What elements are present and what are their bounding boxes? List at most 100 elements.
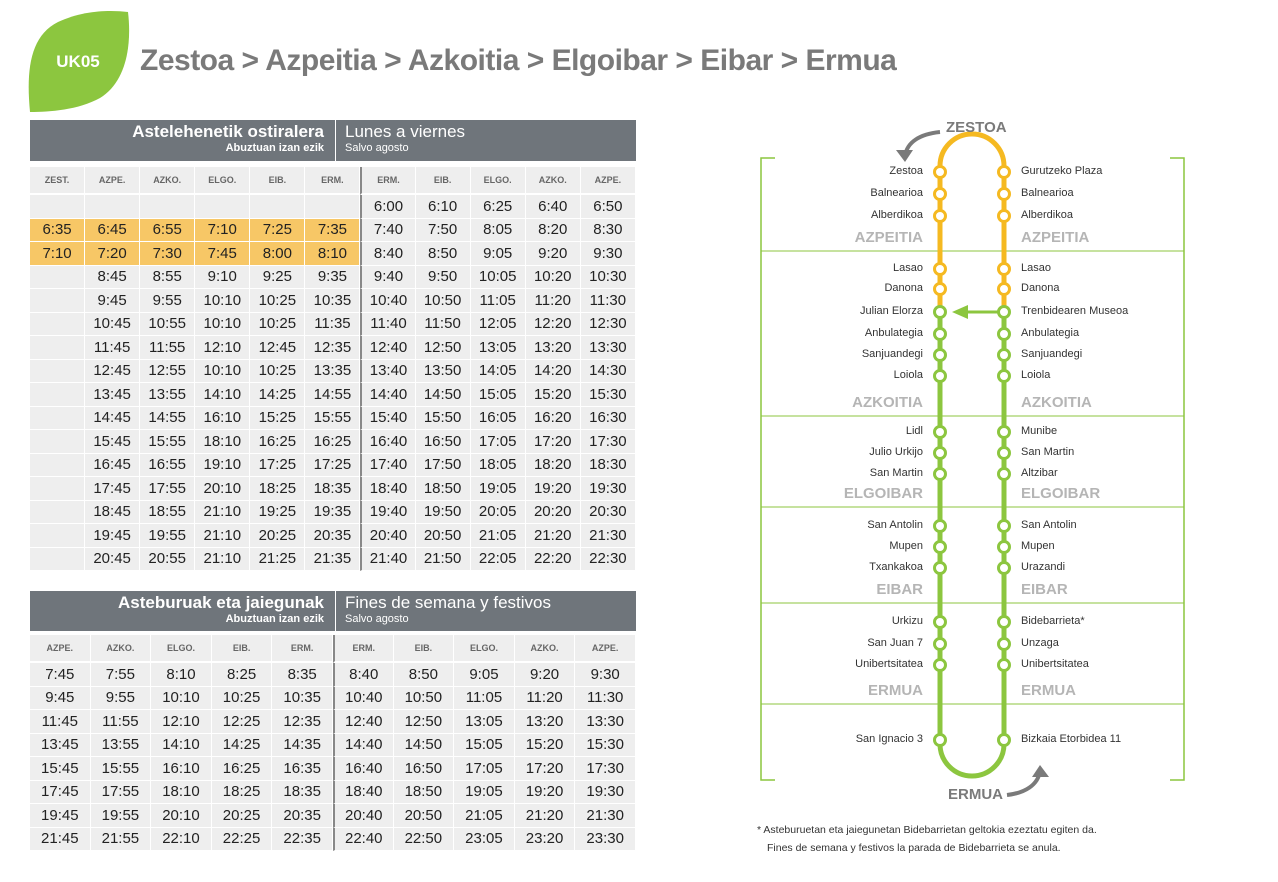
time-cell: 16:40 — [360, 430, 416, 454]
route-start-label: ZESTOA — [946, 119, 1007, 136]
time-cell: 6:50 — [580, 195, 636, 219]
time-cell: 13:40 — [360, 359, 416, 383]
time-cell: 21:30 — [575, 804, 636, 828]
column-header: AZKO. — [90, 635, 152, 663]
time-cell: 14:10 — [151, 733, 212, 757]
route-end-label: ERMUA — [948, 786, 1003, 803]
time-cell — [30, 265, 86, 289]
time-cell: 13:05 — [470, 336, 526, 360]
stop-marker — [933, 425, 947, 439]
time-cell: 20:40 — [332, 804, 394, 828]
time-cell: 22:40 — [332, 827, 394, 851]
time-cell: 20:05 — [470, 500, 526, 524]
stop-marker — [997, 446, 1011, 460]
time-cell — [30, 383, 86, 407]
time-cell: 12:45 — [85, 359, 141, 383]
table-row: 14:45 14:55 16:10 15:25 15:55 15:40 15:50 16:05… — [30, 406, 636, 430]
time-cell: 17:20 — [525, 430, 581, 454]
time-cell: 15:20 — [514, 733, 576, 757]
time-cell: 20:55 — [140, 547, 196, 571]
time-cell: 17:25 — [250, 453, 306, 477]
time-cell: 11:35 — [305, 312, 361, 336]
stop-marker — [997, 467, 1011, 481]
column-header: ERM. — [332, 635, 394, 663]
town-label: EIBAR — [876, 581, 923, 598]
stop-marker — [933, 165, 947, 179]
time-cell: 13:20 — [525, 336, 581, 360]
time-cell: 10:20 — [525, 265, 581, 289]
footnote-eu: * Asteburuetan eta jaiegunetan Bidebarri… — [757, 824, 1097, 836]
time-cell: 19:30 — [580, 477, 636, 501]
time-cell: 15:30 — [575, 733, 636, 757]
time-cell: 8:40 — [360, 242, 416, 266]
connector-arrow-icon — [952, 305, 968, 319]
time-cell: 16:10 — [195, 406, 251, 430]
column-header: AZPE. — [575, 635, 636, 663]
weekend-subtitle-es: Salvo agosto — [345, 613, 409, 625]
time-cell: 18:10 — [151, 780, 212, 804]
time-cell: 19:20 — [514, 780, 576, 804]
time-cell: 13:50 — [415, 359, 471, 383]
stop-label: San Antolin — [867, 519, 923, 531]
time-cell: 7:10 — [30, 242, 86, 266]
time-cell: 10:40 — [360, 289, 416, 313]
route-diagram — [760, 130, 1185, 797]
time-cell: 10:10 — [195, 359, 251, 383]
time-cell: 14:10 — [195, 383, 251, 407]
column-header: ELGO. — [470, 167, 526, 195]
table-row: 13:45 13:55 14:10 14:25 14:35 14:40 14:50 15:05… — [30, 733, 636, 757]
column-header: AZPE. — [580, 167, 636, 195]
stop-marker — [997, 327, 1011, 341]
time-cell: 15:05 — [470, 383, 526, 407]
stop-label: Lidl — [905, 425, 923, 437]
stop-marker — [933, 305, 947, 319]
time-cell: 19:30 — [575, 780, 636, 804]
stop-label: Trenbidearen Museoa — [1021, 305, 1129, 317]
time-cell — [305, 195, 361, 219]
time-cell — [30, 195, 86, 219]
time-cell: 21:25 — [250, 547, 306, 571]
time-cell: 14:05 — [470, 359, 526, 383]
weekday-timetable: ZEST. AZPE. AZKO. ELGO. EIB. ERM. ERM. EIB. ELGO… — [30, 167, 636, 571]
time-cell — [30, 406, 86, 430]
time-cell: 19:45 — [30, 804, 91, 828]
time-cell: 17:45 — [85, 477, 141, 501]
stop-label: Zestoa — [889, 165, 923, 177]
time-cell: 16:40 — [332, 757, 394, 781]
time-cell: 13:55 — [140, 383, 196, 407]
time-cell: 13:55 — [90, 733, 152, 757]
time-cell: 6:45 — [85, 218, 141, 242]
stop-label: Bidebarrieta* — [1021, 615, 1085, 627]
time-cell: 20:10 — [195, 477, 251, 501]
time-cell: 19:40 — [360, 500, 416, 524]
route-map: Zestoa Balnearioa Alberdikoa Lasao Danona Jul… — [755, 110, 1195, 810]
town-label: ERMUA — [868, 682, 923, 699]
time-cell: 21:45 — [30, 827, 91, 851]
stop-label: San Ignacio 3 — [855, 733, 923, 745]
stop-label: Anbulategia — [864, 327, 923, 339]
time-cell — [85, 195, 141, 219]
weekend-timetable: AZPE. AZKO. ELGO. EIB. ERM. ERM. EIB. ELGO. AZKO… — [30, 635, 636, 851]
time-cell: 15:40 — [360, 406, 416, 430]
time-cell — [30, 359, 86, 383]
time-cell — [30, 289, 86, 313]
time-cell: 21:35 — [305, 547, 361, 571]
time-cell: 10:40 — [332, 686, 394, 710]
weekend-header: Asteburuak eta jaiegunak Abuztuan izan e… — [30, 591, 636, 631]
stop-label: Mupen — [1021, 540, 1055, 552]
time-cell: 22:50 — [393, 827, 455, 851]
time-cell: 9:05 — [470, 242, 526, 266]
stop-marker — [933, 282, 947, 296]
time-cell: 9:55 — [140, 289, 196, 313]
time-cell: 14:45 — [85, 406, 141, 430]
header-divider — [335, 591, 336, 631]
time-cell: 8:10 — [151, 663, 212, 687]
time-cell: 19:55 — [90, 804, 152, 828]
time-cell: 14:25 — [250, 383, 306, 407]
time-cell: 9:10 — [195, 265, 251, 289]
time-cell: 10:25 — [250, 312, 306, 336]
table-row: 11:45 11:55 12:10 12:45 12:35 12:40 12:50 13:05… — [30, 336, 636, 360]
time-cell: 15:45 — [30, 757, 91, 781]
time-cell: 17:55 — [140, 477, 196, 501]
time-cell: 13:20 — [514, 710, 576, 734]
